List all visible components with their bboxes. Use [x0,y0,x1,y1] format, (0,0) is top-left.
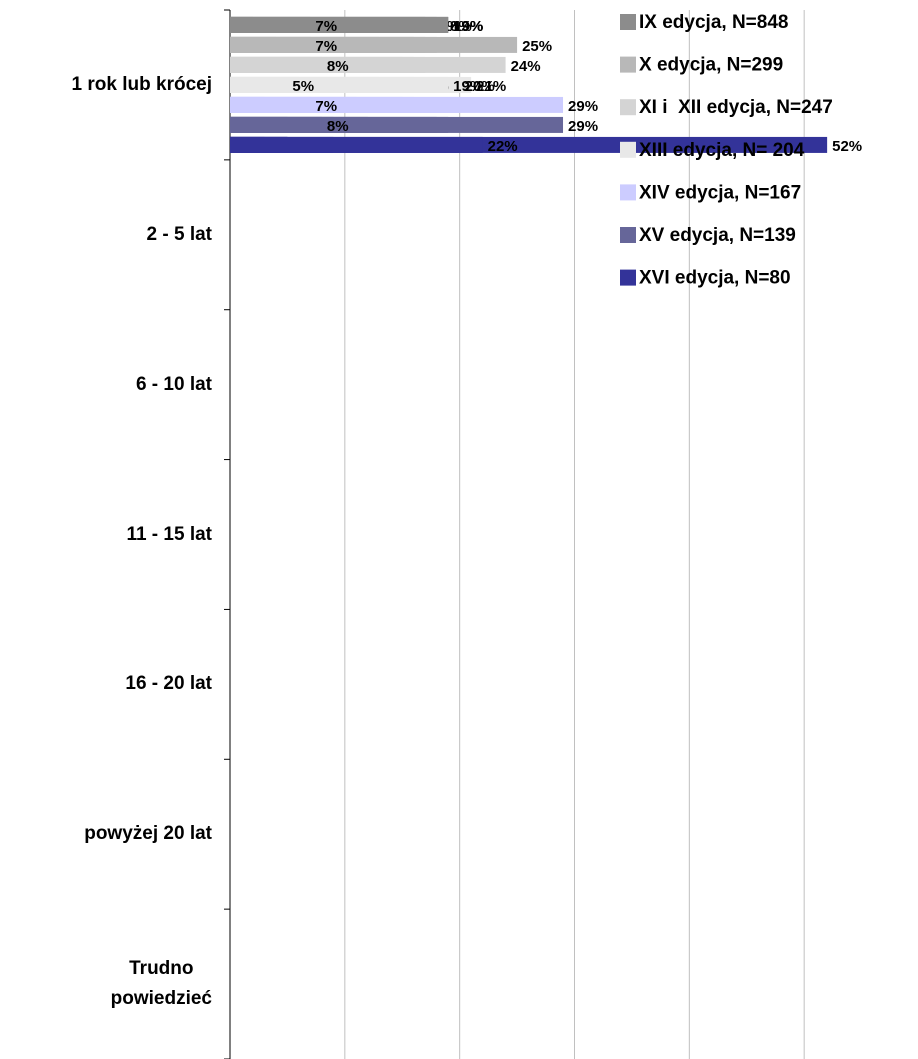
value-label: 25% [522,38,552,55]
bar [230,116,322,133]
value-label: 7% [315,38,337,55]
legend-label: XIII edycja, N= 204 [639,140,805,161]
legend-swatch [620,269,636,286]
legend-label: X edycja, N=299 [639,55,783,76]
value-label: 20% [465,78,495,95]
legend-swatch [620,99,636,116]
legend-swatch [620,227,636,243]
value-label: 22% [488,138,518,155]
value-label: 19% [453,18,483,35]
value-label: 19% [453,18,483,35]
category-text: 1 rok lub krócej [71,73,212,95]
bar [230,96,311,113]
category-label: powyżej 20 lat [0,819,212,849]
category-text: 2 - 5 lat [146,223,212,245]
value-label: 21% [476,78,506,95]
category-label: 16 - 20 lat [0,669,212,699]
bar [230,136,483,153]
legend-swatch [620,14,636,30]
value-label: 29% [568,98,598,115]
category-label: 6 - 10 lat [0,370,212,400]
legend-swatch [620,184,636,201]
category-text: 11 - 15 lat [126,523,212,545]
value-label: 52% [832,138,862,155]
category-text: powyżej 20 lat [84,823,212,845]
category-label: 2 - 5 lat [0,220,212,250]
legend-label: XV edycja, N=139 [639,225,796,246]
legend-label: XI i XII edycja, N=247 [639,97,833,118]
legend-label: IX edycja, N=848 [639,12,788,33]
category-text: 6 - 10 lat [135,373,212,395]
legend-swatch [620,56,636,73]
category-label: 11 - 15 lat [0,520,212,550]
category-text: 16 - 20 lat [125,673,212,695]
value-label: 8% [327,58,349,75]
bar [230,96,564,113]
value-label: 29% [568,118,598,135]
bar [230,16,311,33]
category-text: Trudno powiedzieć [110,958,212,1010]
value-label: 7% [315,18,337,35]
bar [230,36,311,53]
category-label: Trudno powiedzieć [0,954,212,1014]
legend-label: XVI edycja, N=80 [639,268,791,289]
category-label: 1 rok lub krócej [0,70,212,100]
legend-swatch [620,141,636,158]
value-label: 19% [453,18,483,35]
value-label: 7% [315,98,337,115]
bar [230,76,288,93]
value-label: 19% [453,78,483,95]
value-label: 18% [442,18,472,35]
value-label: 5% [292,78,314,95]
value-label: 24% [511,58,541,75]
bar [230,56,322,73]
value-label: 8% [327,118,349,135]
legend-label: XIV edycja, N=167 [639,182,801,203]
